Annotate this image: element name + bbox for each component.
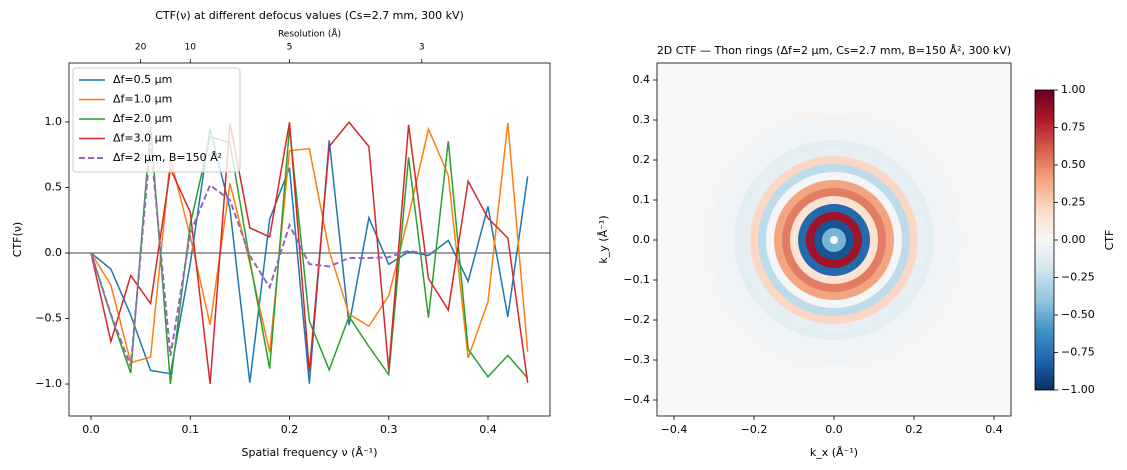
colorbar-tick-label: 0.75 xyxy=(1061,121,1086,134)
x-tick-label: 0.4 xyxy=(985,423,1003,436)
plot-area xyxy=(69,121,550,384)
y-tick-label: −1.0 xyxy=(35,377,62,390)
colorbar-tick-label: −0.25 xyxy=(1061,271,1095,284)
axes-frame xyxy=(68,62,551,417)
x-tick-label: 0.0 xyxy=(825,423,843,436)
x2-tick-label: 5 xyxy=(287,43,293,53)
chart-title: 2D CTF — Thon rings (Δf=2 µm, Cs=2.7 mm,… xyxy=(657,44,1011,57)
x2-axis-label: Resolution (Å) xyxy=(278,28,341,40)
plot-area xyxy=(657,63,1011,416)
colorbar-tick-label: −1.00 xyxy=(1061,383,1095,396)
x-tick-label: 0.2 xyxy=(905,423,923,436)
legend-label: Δf=0.5 µm xyxy=(113,73,172,86)
y-tick-label: −0.2 xyxy=(623,313,650,326)
x-axis-label: Spatial frequency ν (Å⁻¹) xyxy=(241,446,377,459)
x2-tick-label: 3 xyxy=(419,43,425,53)
x-tick-label: 0.0 xyxy=(82,423,100,436)
x-tick-label: −0.4 xyxy=(661,423,688,436)
colorbar-tick-label: −0.75 xyxy=(1061,346,1095,359)
colorbar-tick-label: −0.50 xyxy=(1061,308,1095,321)
y-tick-label: 0.0 xyxy=(45,246,63,259)
x-tick-label: 0.2 xyxy=(281,423,299,436)
x2-tick-label: 10 xyxy=(185,43,197,53)
legend-label: Δf=1.0 µm xyxy=(113,93,172,106)
y-tick-label: 0.2 xyxy=(633,153,651,166)
y-tick-label: −0.4 xyxy=(623,393,650,406)
y-axis-label: CTF(ν) xyxy=(11,222,24,257)
x-axis-label: k_x (Å⁻¹) xyxy=(810,446,858,459)
series-line xyxy=(90,128,529,384)
x-tick-label: 0.1 xyxy=(182,423,200,436)
legend-label: Δf=3.0 µm xyxy=(113,132,172,145)
colorbar xyxy=(1034,89,1055,391)
y-tick-label: −0.3 xyxy=(623,353,650,366)
x2-tick-label: 20 xyxy=(135,43,147,53)
y-tick-label: 1.0 xyxy=(45,115,63,128)
series-line xyxy=(90,122,529,364)
legend-label: Δf=2 µm, B=150 Å² xyxy=(113,151,222,164)
series-line xyxy=(90,126,529,384)
y-tick-label: −0.1 xyxy=(623,273,650,286)
legend-box xyxy=(72,67,241,173)
x-tick-label: −0.2 xyxy=(741,423,768,436)
ring xyxy=(830,236,838,244)
colorbar-tick-label: 0.25 xyxy=(1061,196,1086,209)
colorbar-tick-label: 0.50 xyxy=(1061,158,1086,171)
y-axis-label: k_y (Å⁻¹) xyxy=(597,215,610,263)
chart-title: CTF(ν) at different defocus values (Cs=2… xyxy=(155,9,464,22)
y-tick-label: 0.4 xyxy=(633,73,651,86)
y-tick-label: 0.3 xyxy=(633,113,651,126)
colorbar-tick-label: 1.00 xyxy=(1061,83,1086,96)
colorbar-label: CTF xyxy=(1103,230,1116,251)
x-tick-label: 0.3 xyxy=(380,423,398,436)
y-tick-label: 0.0 xyxy=(633,233,651,246)
x-tick-label: 0.4 xyxy=(479,423,497,436)
colorbar-tick-label: 0.00 xyxy=(1061,233,1086,246)
series-line xyxy=(90,121,529,384)
y-tick-label: 0.1 xyxy=(633,193,651,206)
series-line xyxy=(90,142,429,367)
legend-label: Δf=2.0 µm xyxy=(113,112,172,125)
y-tick-label: 0.5 xyxy=(45,180,63,193)
y-tick-label: −0.5 xyxy=(35,312,62,325)
